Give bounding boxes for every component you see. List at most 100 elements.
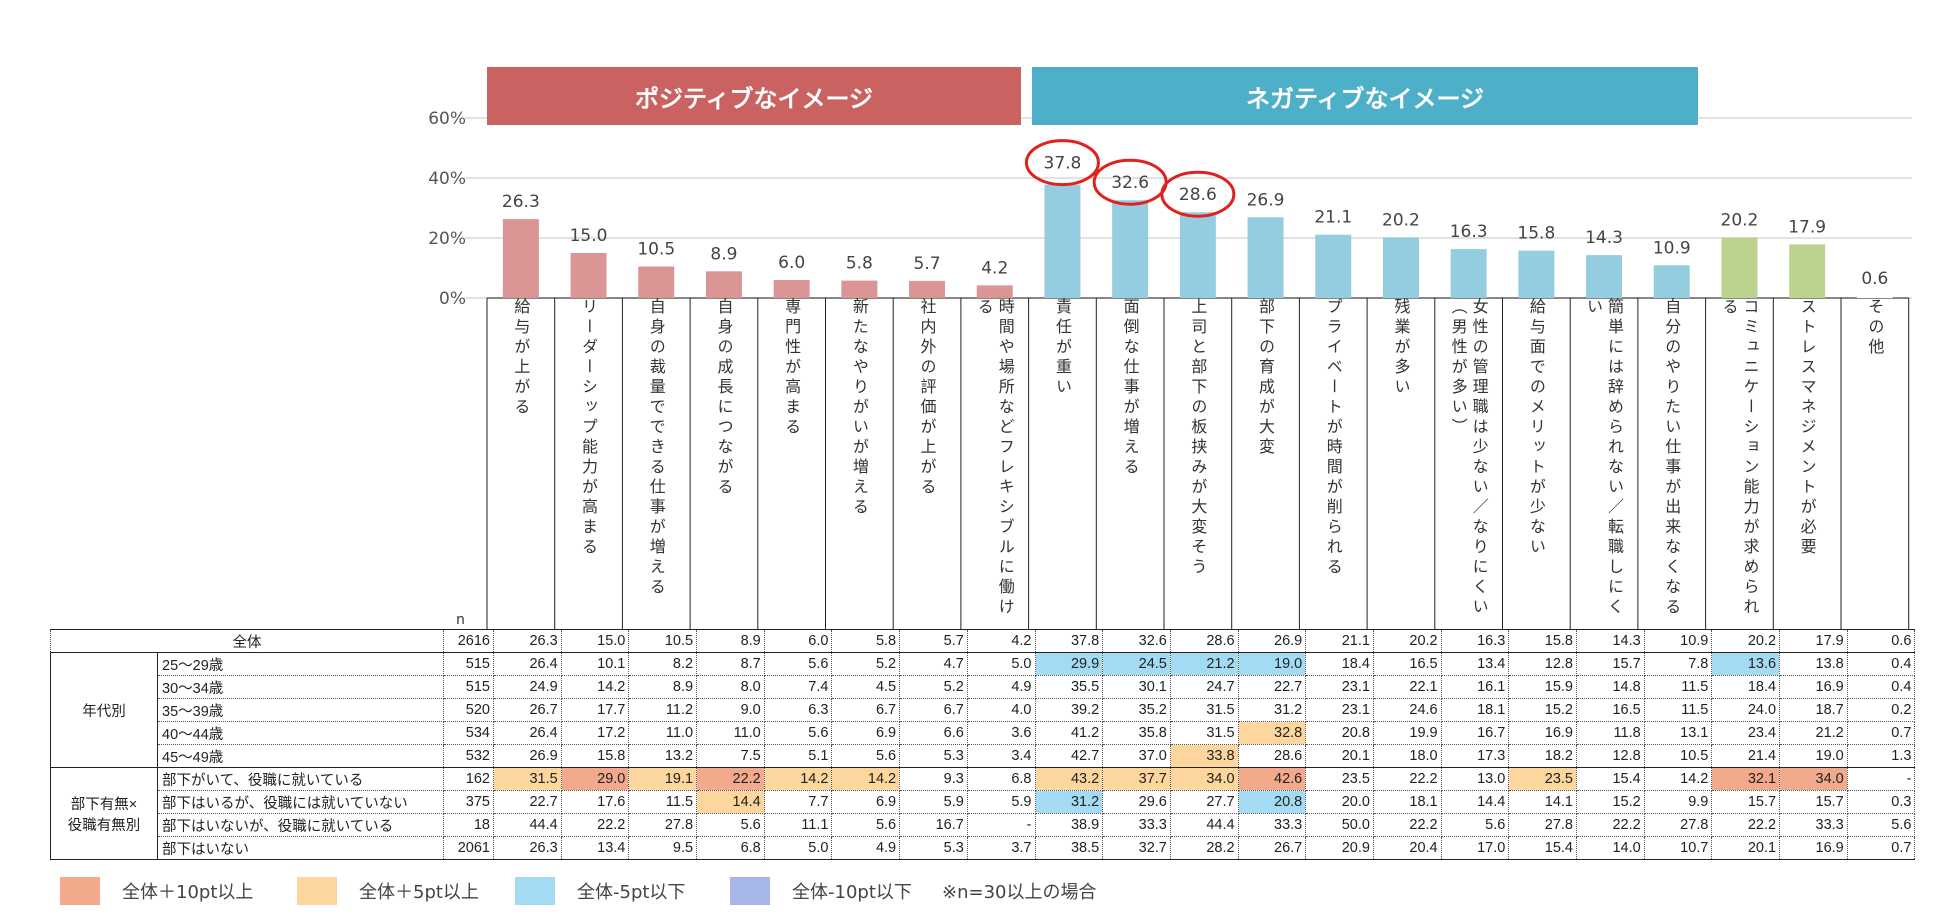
table-cell: 15.0 — [560, 629, 630, 653]
category-label: 残業が多い — [1391, 298, 1411, 398]
row-label: 40～44歳 — [157, 721, 444, 745]
legend-item: 全体-5pt以下 — [515, 877, 685, 905]
table-cell: 16.5 — [1576, 698, 1645, 722]
table-cell: 26.4 — [493, 721, 562, 745]
bar-value-label: 37.8 — [1044, 154, 1082, 174]
table-cell: 17.2 — [560, 721, 630, 745]
table-cell: 33.3 — [1102, 813, 1171, 837]
table-cell: 29.6 — [1102, 790, 1171, 814]
table-cell: 34.0 — [1169, 767, 1239, 791]
category-label-column: 上司と部下の板挟みが大変そう — [1164, 298, 1232, 628]
legend-swatch — [730, 877, 770, 905]
table-cell: 38.9 — [1034, 813, 1104, 837]
table-cell: 9.9 — [1643, 790, 1713, 814]
category-label-column: 面倒な仕事が増える — [1096, 298, 1164, 628]
table-cell: 13.1 — [1643, 721, 1713, 745]
table-cell: 31.5 — [493, 767, 562, 791]
table-cell: 6.7 — [831, 698, 901, 722]
table-cell: 21.1 — [1305, 629, 1374, 653]
table-cell: 5.6 — [1440, 813, 1510, 837]
category-label: 部下の育成が大変 — [1256, 298, 1276, 458]
category-label: その他 — [1865, 298, 1885, 358]
table-cell: 5.3 — [899, 836, 968, 860]
table-cell: 16.9 — [1779, 836, 1848, 860]
row-n: 18 — [443, 813, 494, 837]
table-cell: 15.4 — [1576, 767, 1645, 791]
category-label: 自分のやりたい仕事が出来なくなる — [1662, 298, 1682, 618]
bar-value-label: 32.6 — [1111, 173, 1149, 193]
legend-item: 全体-10pt以下 — [730, 877, 912, 905]
table-cell: 29.9 — [1034, 652, 1104, 676]
category-label-column: 新たなやりがいが増える — [826, 298, 894, 628]
table-cell: 14.2 — [560, 675, 630, 699]
table-row: 35～39歳 520 26.7 17.7 11.2 9.0 6.3 6.7 6.7 4.0 39.2… — [51, 698, 1916, 722]
table-cell: 0.6 — [1846, 629, 1916, 653]
table-cell: 6.6 — [899, 721, 968, 745]
table-cell: 50.0 — [1305, 813, 1374, 837]
table-cell: 4.2 — [966, 629, 1036, 653]
bar-value-label: 4.2 — [981, 258, 1008, 278]
table-cell: 5.0 — [763, 836, 833, 860]
table-cell: 31.5 — [1169, 698, 1239, 722]
legend-label: 全体＋10pt以上 — [122, 882, 254, 903]
table-cell: 11.5 — [1643, 698, 1713, 722]
table-cell: 35.8 — [1102, 721, 1171, 745]
table-cell: 14.2 — [763, 767, 833, 791]
category-label-column: 給与が上がる — [487, 298, 555, 628]
table-cell: 11.5 — [628, 790, 698, 814]
row-n: 515 — [443, 652, 494, 676]
bar — [638, 266, 675, 298]
table-row: 30～34歳 515 24.9 14.2 8.9 8.0 7.4 4.5 5.2 4.9 35.5 3… — [51, 675, 1916, 699]
category-label-column: 時間や場所などフレキシブルに働ける — [961, 298, 1029, 628]
table-cell: 16.9 — [1508, 721, 1577, 745]
table-cell: 14.2 — [1643, 767, 1713, 791]
table-cell: 26.3 — [493, 836, 562, 860]
table-cell: 37.7 — [1102, 767, 1171, 791]
table-cell: 38.5 — [1034, 836, 1104, 860]
bar — [705, 271, 742, 298]
row-n: 162 — [443, 767, 494, 791]
table-cell: 23.5 — [1305, 767, 1374, 791]
table-cell: 8.9 — [628, 675, 698, 699]
table-cell: 24.0 — [1711, 698, 1781, 722]
table-cell: 21.2 — [1779, 721, 1848, 745]
table-cell: 35.5 — [1034, 675, 1104, 699]
table-row: 45～49歳 532 26.9 15.8 13.2 7.5 5.1 5.6 5.3 3.4 42.7… — [51, 744, 1916, 768]
table-cell: 20.0 — [1305, 790, 1374, 814]
table-cell: 15.7 — [1576, 652, 1645, 676]
row-label: 45～49歳 — [157, 744, 444, 768]
table-cell: 18.4 — [1305, 652, 1374, 676]
table-cell: 33.3 — [1237, 813, 1307, 837]
table-cell: 20.2 — [1372, 629, 1442, 653]
table-cell: 27.8 — [1508, 813, 1577, 837]
category-label-column: 給与面でのメリットが少ない — [1503, 298, 1571, 628]
table-cell: - — [1846, 767, 1916, 791]
category-label-column: 社内外の評価が上がる — [893, 298, 961, 628]
highlight-circle — [1024, 139, 1100, 187]
n-header: n — [456, 612, 465, 628]
bar-value-label: 26.9 — [1247, 190, 1285, 210]
table-cell: 6.8 — [966, 767, 1036, 791]
table-cell: 11.0 — [696, 721, 765, 745]
table-cell: 10.7 — [1643, 836, 1713, 860]
table-cell: 32.1 — [1711, 767, 1781, 791]
y-tick-label: 0% — [439, 289, 466, 309]
table-cell: 0.4 — [1846, 652, 1916, 676]
table-cell: 13.6 — [1711, 652, 1781, 676]
table-cell: 15.8 — [1508, 629, 1577, 653]
category-label-column: 簡単には辞められない／転職しにくい — [1570, 298, 1638, 628]
table-cell: 22.2 — [1372, 767, 1442, 791]
category-label-column: 自分のやりたい仕事が出来なくなる — [1638, 298, 1706, 628]
table-cell: 22.2 — [1372, 813, 1442, 837]
table-cell: 3.7 — [966, 836, 1036, 860]
table-cell: 0.7 — [1846, 721, 1916, 745]
bar — [1789, 244, 1826, 298]
category-label-column: プライベートが時間が削られる — [1299, 298, 1367, 628]
table-cell: 8.0 — [696, 675, 765, 699]
category-label: 給与面でのメリットが少ない — [1526, 298, 1546, 558]
table-cell: 34.0 — [1779, 767, 1848, 791]
table-cell: 17.6 — [560, 790, 630, 814]
table-cell: 5.2 — [899, 675, 968, 699]
bar — [1112, 200, 1149, 298]
table-cell: 39.2 — [1034, 698, 1104, 722]
